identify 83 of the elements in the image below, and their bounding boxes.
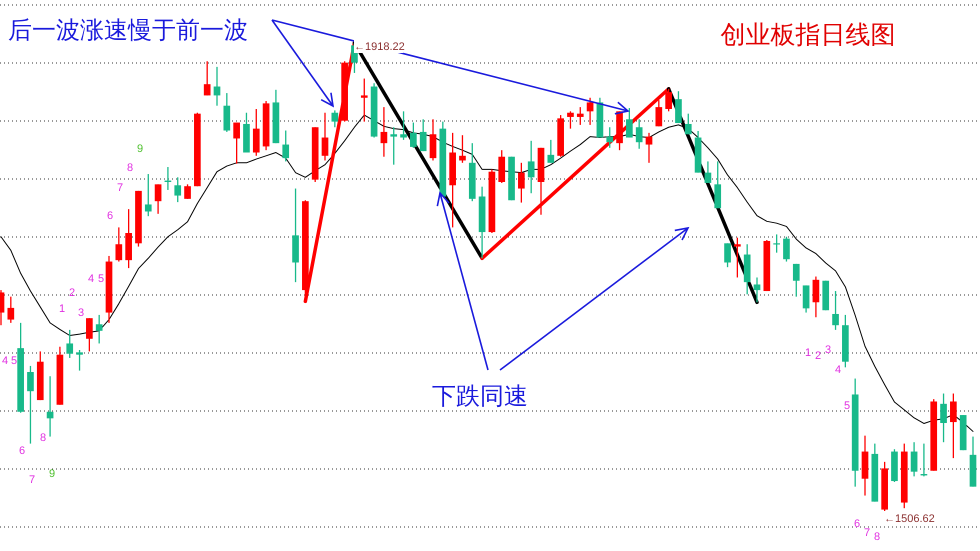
candlestick — [518, 162, 525, 204]
text: 8 — [874, 531, 880, 543]
annotation: 4 — [88, 273, 94, 285]
candlestick — [910, 442, 918, 478]
chart-title: 创业板指日线图 — [720, 21, 896, 49]
candlestick — [528, 140, 535, 194]
annotation: 3 — [824, 344, 832, 356]
candlestick — [832, 290, 839, 331]
candlestick — [46, 376, 54, 438]
candlestick — [684, 113, 692, 135]
candlestick — [783, 236, 790, 262]
candlestick — [400, 110, 407, 141]
candlestick — [754, 276, 760, 303]
annotation: 9 — [48, 468, 56, 480]
candlestick — [174, 176, 182, 203]
candlestick — [360, 78, 368, 122]
candlestick — [606, 126, 614, 148]
annotation: 3 — [78, 307, 84, 319]
candlestick — [7, 296, 14, 324]
candlestick — [27, 365, 34, 444]
annotation: 2 — [68, 287, 76, 299]
candlestick — [704, 160, 712, 184]
annotation: 5 — [844, 400, 850, 412]
candlestick — [144, 173, 152, 217]
candlestick — [802, 284, 810, 314]
candlestick — [665, 88, 672, 112]
annotation: 5 — [98, 273, 104, 285]
candlestick — [459, 134, 466, 164]
candlestick — [331, 110, 338, 128]
candlestick — [586, 97, 594, 126]
candlestick — [792, 263, 800, 298]
annotation: 下跌同速 — [432, 383, 528, 410]
annotation: ←1918.22 — [354, 41, 405, 53]
candlestick — [812, 276, 820, 318]
annotation: 9 — [136, 143, 144, 155]
annotation: 4 — [834, 364, 842, 376]
candlestick — [214, 66, 220, 106]
candlestick — [626, 107, 633, 138]
candlestick — [734, 237, 741, 278]
text: ←1506.62 — [884, 513, 935, 525]
annotation: 7 — [116, 182, 124, 194]
candlestick — [714, 160, 722, 209]
candlestick — [576, 106, 584, 126]
annotation: 4 — [2, 355, 8, 367]
annotation: 5 — [10, 355, 18, 367]
candlestick — [204, 60, 211, 96]
candlestick — [282, 130, 290, 162]
candlestick — [76, 349, 83, 372]
candlestick — [66, 329, 74, 359]
candlestick — [646, 132, 652, 164]
candlestick — [380, 106, 388, 158]
candlestick — [636, 118, 643, 150]
annotation: 7 — [28, 474, 36, 486]
annotation: 8 — [126, 162, 134, 174]
annotation: 2 — [814, 350, 822, 362]
candlestick — [724, 242, 731, 268]
candlestick — [252, 108, 260, 156]
candlestick — [164, 166, 172, 191]
annotation: 6 — [18, 445, 26, 457]
annotation: 1 — [58, 303, 66, 315]
candlestick — [410, 122, 417, 148]
candlestick — [420, 118, 427, 152]
candlestick — [950, 392, 957, 459]
candlestick — [920, 442, 928, 478]
text: 6 — [854, 518, 860, 530]
candlestick — [154, 184, 162, 214]
candlestick — [655, 99, 662, 127]
text: 7 — [864, 527, 870, 539]
candlestick — [115, 226, 122, 262]
candlestick — [96, 314, 103, 344]
candlestick — [567, 110, 574, 130]
candlestick — [233, 122, 240, 164]
annotation: 后一波涨速慢于前一波 — [8, 17, 248, 44]
candlestick — [547, 139, 554, 164]
candlestick — [86, 318, 93, 352]
candlestick — [322, 112, 328, 162]
candlestick — [940, 392, 947, 443]
candlestick — [675, 90, 682, 124]
candlestick — [184, 184, 191, 200]
candlestick — [430, 118, 436, 162]
annotation: 8 — [40, 432, 46, 444]
annotation: 1 — [804, 347, 812, 359]
annotation: 6 — [106, 210, 114, 222]
